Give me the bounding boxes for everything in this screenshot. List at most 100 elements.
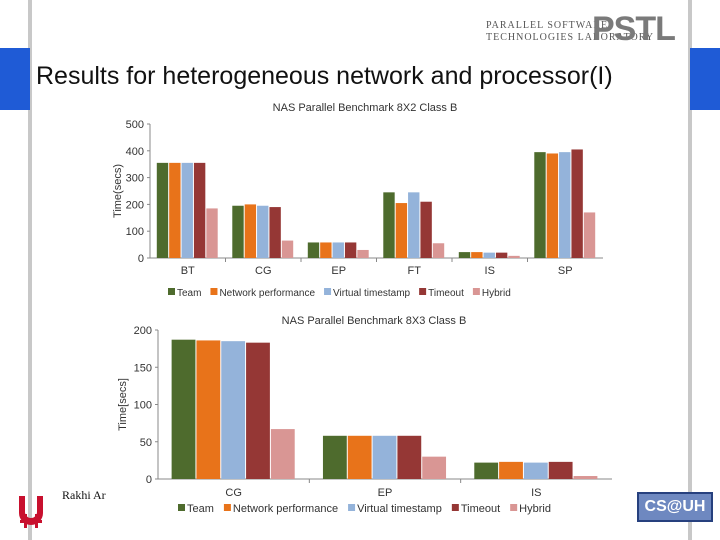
right-divider-line <box>688 0 692 540</box>
x-tick-label: BT <box>181 265 195 277</box>
bar-ep-virtual-timestamp <box>372 435 397 479</box>
bar-ep-team <box>307 242 320 258</box>
legend-swatch-timeout <box>451 504 459 511</box>
y-axis-label: Time[secs] <box>117 378 129 431</box>
legend-label-team: Team <box>177 288 201 299</box>
bar-is-timeout <box>495 252 508 258</box>
x-tick-label: EP <box>378 487 393 499</box>
legend-label-team: Team <box>187 503 214 515</box>
y-tick-label: 200 <box>126 199 144 211</box>
bar-bt-hybrid <box>206 208 218 258</box>
bar-ep-hybrid <box>357 249 369 258</box>
bar-sp-team <box>534 152 546 258</box>
bar-ft-virtual-timestamp <box>408 192 420 258</box>
pstl-logo: PARALLEL SOFTWARE TECHNOLOGIES LABORATOR… <box>484 10 689 50</box>
bar-cg-hybrid <box>270 429 295 479</box>
bar-ft-network-performance <box>395 203 408 258</box>
legend-label-network-performance: Network performance <box>233 503 338 515</box>
bar-cg-timeout <box>246 342 270 479</box>
x-tick-label: IS <box>531 487 541 499</box>
bar-cg-team <box>232 205 244 258</box>
legend-label-virtual-timestamp: Virtual timestamp <box>333 288 411 299</box>
bar-sp-hybrid <box>583 212 596 258</box>
bar-cg-team <box>171 339 196 479</box>
x-tick-label: CG <box>225 487 242 499</box>
bar-ft-timeout <box>420 201 432 258</box>
bar-is-team <box>474 462 499 479</box>
chart-8x2: NAS Parallel Benchmark 8X2 Class B Time(s… <box>112 102 603 299</box>
legend-label-network-performance: Network performance <box>219 288 315 299</box>
left-divider-line <box>28 0 32 540</box>
legend-swatch-virtual-timestamp <box>324 288 332 295</box>
bar-cg-timeout <box>269 207 281 258</box>
bar-cg-network-performance <box>244 204 257 258</box>
x-tick-label: SP <box>558 265 573 277</box>
logo-pstl: PSTL <box>592 10 676 48</box>
y-tick-label: 300 <box>126 173 144 185</box>
bar-bt-timeout <box>193 162 206 258</box>
bar-is-network-performance <box>499 461 523 479</box>
bar-ep-timeout <box>344 242 357 258</box>
bar-ep-hybrid <box>422 456 447 479</box>
slide-title: Results for heterogeneous network and pr… <box>36 62 613 90</box>
legend-label-hybrid: Hybrid <box>482 288 511 299</box>
bar-ft-team <box>383 192 395 258</box>
y-axis-label: Time(secs) <box>112 164 124 218</box>
y-tick-label: 150 <box>134 362 152 374</box>
legend-label-virtual-timestamp: Virtual timestamp <box>357 503 442 515</box>
footer-author: Rakhi Ar <box>62 488 106 502</box>
chart-title: NAS Parallel Benchmark 8X2 Class B <box>273 102 458 114</box>
legend-swatch-team <box>178 504 185 511</box>
bar-is-network-performance <box>471 252 483 258</box>
x-tick-label: CG <box>255 265 272 277</box>
y-tick-label: 50 <box>140 437 152 449</box>
csuh-logo: CS@UH <box>637 492 713 522</box>
chart-8x3: NAS Parallel Benchmark 8X3 Class B Time[s… <box>117 315 612 515</box>
logo-line-1: PARALLEL SOFTWARE <box>486 20 609 31</box>
bar-is-virtual-timestamp <box>483 252 495 258</box>
bar-bt-network-performance <box>169 162 181 258</box>
bar-sp-timeout <box>571 149 583 258</box>
chart-title: NAS Parallel Benchmark 8X3 Class B <box>282 315 467 327</box>
legend-swatch-timeout <box>419 288 427 295</box>
bar-ft-hybrid <box>432 243 445 258</box>
legend-label-timeout: Timeout <box>461 503 500 515</box>
y-tick-label: 200 <box>134 325 152 337</box>
bar-is-hybrid <box>508 255 520 258</box>
legend-swatch-network-performance <box>210 288 218 295</box>
bar-bt-team <box>156 162 169 258</box>
x-tick-label: FT <box>408 265 422 277</box>
y-tick-label: 0 <box>146 474 152 486</box>
left-accent-bar <box>0 48 30 110</box>
y-tick-label: 100 <box>126 226 144 238</box>
bar-ep-network-performance <box>347 435 372 479</box>
legend-swatch-hybrid <box>472 288 480 295</box>
bar-is-virtual-timestamp <box>523 462 548 479</box>
bar-is-team <box>458 252 471 258</box>
uh-logo <box>19 496 43 528</box>
legend-swatch-network-performance <box>223 504 231 511</box>
bar-sp-network-performance <box>546 153 559 258</box>
bar-ep-timeout <box>397 435 422 479</box>
bar-is-hybrid <box>573 476 598 479</box>
y-tick-label: 0 <box>138 253 144 265</box>
y-tick-label: 500 <box>126 119 144 131</box>
legend-label-timeout: Timeout <box>428 288 464 299</box>
y-tick-label: 400 <box>126 146 144 158</box>
bar-is-timeout <box>548 461 573 479</box>
bar-cg-virtual-timestamp <box>257 205 269 258</box>
x-tick-label: IS <box>485 265 495 277</box>
bar-ep-network-performance <box>320 242 332 258</box>
legend-swatch-team <box>168 288 175 295</box>
bar-cg-network-performance <box>196 340 221 479</box>
legend-label-hybrid: Hybrid <box>519 503 551 515</box>
bar-bt-virtual-timestamp <box>181 162 193 258</box>
logo-line-2: TECHNOLOGIES LABORATORY <box>486 32 655 43</box>
right-accent-bar <box>690 48 720 110</box>
bar-sp-virtual-timestamp <box>559 152 571 258</box>
bar-cg-hybrid <box>281 240 294 258</box>
legend-swatch-virtual-timestamp <box>348 504 356 511</box>
x-tick-label: EP <box>331 265 346 277</box>
y-tick-label: 100 <box>134 400 152 412</box>
bar-cg-virtual-timestamp <box>221 341 246 479</box>
